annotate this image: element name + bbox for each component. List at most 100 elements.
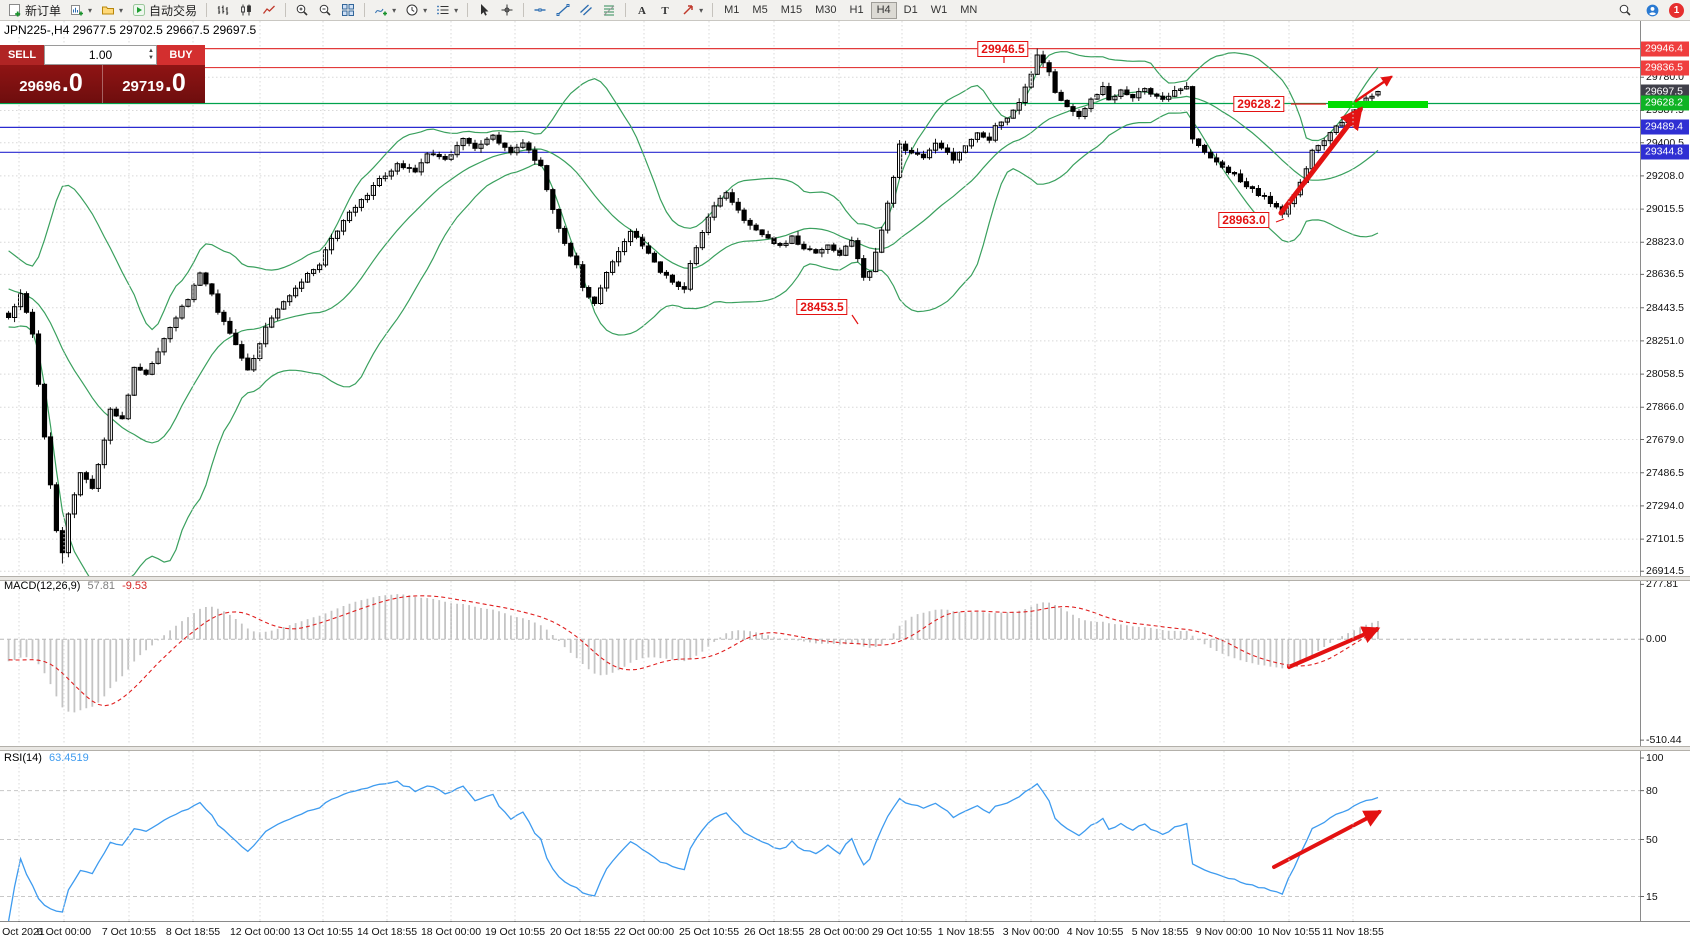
rsi-name: RSI(14) [4, 752, 42, 764]
time-axis-label: 3 Nov 00:00 [1002, 926, 1060, 938]
candles-chart-button[interactable] [235, 1, 257, 19]
annotation-connector-line [851, 314, 859, 325]
buy-price-display[interactable]: 29719.0 [102, 65, 205, 103]
price-annotation[interactable]: 29628.2 [1233, 96, 1285, 112]
channel-button[interactable] [575, 1, 597, 19]
tf-mn-label: MN [960, 4, 978, 16]
new-chart-button[interactable]: ▾ [66, 1, 96, 19]
time-axis-label: 5 Nov 18:55 [1131, 926, 1189, 938]
tf-h4-label: H4 [876, 4, 891, 16]
price-scale-label: 28251.0 [1646, 334, 1684, 347]
price-scale-label: 29208.0 [1646, 169, 1684, 182]
annotation-connector-line [1275, 218, 1285, 223]
time-axis-label: 1 Nov 18:55 [937, 926, 995, 938]
tf-w1[interactable]: W1 [925, 2, 954, 19]
macd-signal-line [8, 595, 1379, 707]
rsi-panel [0, 780, 1640, 921]
periods-button[interactable]: ▾ [401, 1, 431, 19]
objects-list-button[interactable]: ▾ [432, 1, 462, 19]
text-button[interactable]: A [631, 1, 653, 19]
grid-vertical-lines [18, 21, 1354, 921]
notification-badge[interactable]: 1 [1669, 2, 1684, 18]
zoom-out-button[interactable] [314, 1, 336, 19]
zoom-in-button[interactable] [291, 1, 313, 19]
line-chart-button[interactable] [258, 1, 280, 19]
volume-increase-button[interactable]: ▲ [148, 48, 154, 54]
volume-input[interactable]: 1.00 ▲ ▼ [44, 45, 157, 65]
label-button[interactable]: T [654, 1, 676, 19]
time-axis-label: 19 Oct 10:55 [484, 926, 546, 938]
new-order-button[interactable]: 新订单 [4, 1, 65, 19]
macd-scale-label: -510.44 [1646, 734, 1682, 747]
fibonacci-icon [602, 3, 616, 17]
tf-d1[interactable]: D1 [898, 2, 924, 19]
toolbar-group-lines [529, 1, 620, 19]
clock-icon [405, 3, 419, 17]
panel-splitter-macd[interactable] [0, 576, 1690, 581]
toolbar-separator [285, 3, 287, 17]
fibonacci-button[interactable] [598, 1, 620, 19]
trend-arrow[interactable] [1354, 75, 1393, 103]
community-button[interactable] [1641, 1, 1664, 19]
arrows-button[interactable]: ▾ [677, 1, 707, 19]
horizontal-line-button[interactable] [529, 1, 551, 19]
sell-price-display[interactable]: 29696.0 [0, 65, 102, 103]
time-axis-label: 26 Oct 18:55 [743, 926, 805, 938]
search-button[interactable] [1614, 1, 1636, 19]
line-chart-icon [262, 3, 276, 17]
price-scale-label: 28636.5 [1646, 268, 1684, 281]
dropdown-caret-icon: ▾ [392, 5, 397, 15]
toolbar-group-trade: 新订单 ▾ ▾ 自动交易 [4, 1, 201, 19]
macd-value-signal: -9.53 [122, 580, 148, 592]
trend-arrow[interactable] [1287, 626, 1381, 669]
sell-button[interactable]: SELL [0, 45, 44, 65]
profiles-button[interactable]: ▾ [97, 1, 127, 19]
time-axis-label: 25 Oct 10:55 [678, 926, 740, 938]
cursor-button[interactable] [473, 1, 495, 19]
time-axis-label: 14 Oct 18:55 [356, 926, 418, 938]
price-scale[interactable]: 29780.029587.529400.529208.029015.528823… [1640, 21, 1690, 922]
crosshair-button[interactable] [496, 1, 518, 19]
price-tag-red: 29836.5 [1641, 60, 1689, 76]
trend-arrow[interactable] [1278, 106, 1363, 216]
time-axis-label: 4 Nov 10:55 [1066, 926, 1124, 938]
trendline-button[interactable] [552, 1, 574, 19]
indicators-button[interactable]: ▾ [370, 1, 400, 19]
trend-arrow[interactable] [1272, 810, 1383, 869]
tf-m30-label: M30 [815, 4, 837, 16]
price-tag-red: 29946.4 [1641, 41, 1689, 57]
panel-splitter-rsi[interactable] [0, 746, 1690, 751]
macd-scale-label: 0.00 [1646, 633, 1667, 646]
tf-m30[interactable]: M30 [809, 2, 842, 19]
bars-chart-button[interactable] [212, 1, 234, 19]
time-axis-label: 13 Oct 10:55 [292, 926, 354, 938]
price-annotation[interactable]: 28963.0 [1218, 212, 1270, 228]
tf-m15[interactable]: M15 [775, 2, 808, 19]
price-annotation[interactable]: 29946.5 [977, 41, 1029, 57]
tile-windows-button[interactable] [337, 1, 359, 19]
time-axis-label: 8 Oct 18:55 [165, 926, 221, 938]
cursor-icon [477, 3, 491, 17]
tf-h4[interactable]: H4 [870, 1, 897, 19]
price-tag-blue: 29489.4 [1641, 119, 1689, 135]
price-annotation[interactable]: 28453.5 [796, 299, 848, 315]
macd-indicator-label: MACD(12,26,9) 57.81 -9.53 [4, 580, 147, 592]
highlight-zone[interactable] [1328, 101, 1428, 108]
volume-decrease-button[interactable]: ▼ [148, 55, 154, 61]
time-axis-label: 6 Oct 00:00 [36, 926, 92, 938]
tf-m1[interactable]: M1 [718, 2, 745, 19]
sell-price-main: 29696 [19, 78, 61, 95]
buy-button[interactable]: BUY [157, 45, 205, 65]
time-axis-label: 7 Oct 10:55 [101, 926, 157, 938]
toolbar-separator [523, 3, 525, 17]
time-axis-label: 10 Nov 10:55 [1257, 926, 1321, 938]
rsi-indicator-label: RSI(14) 63.4519 [4, 752, 89, 764]
tf-h1[interactable]: H1 [844, 2, 870, 19]
tf-m5[interactable]: M5 [746, 2, 773, 19]
rsi-scale-label: 50 [1646, 833, 1658, 846]
auto-trading-button[interactable]: 自动交易 [128, 1, 201, 19]
tf-mn[interactable]: MN [954, 2, 983, 19]
axis-ticks [18, 76, 1644, 925]
